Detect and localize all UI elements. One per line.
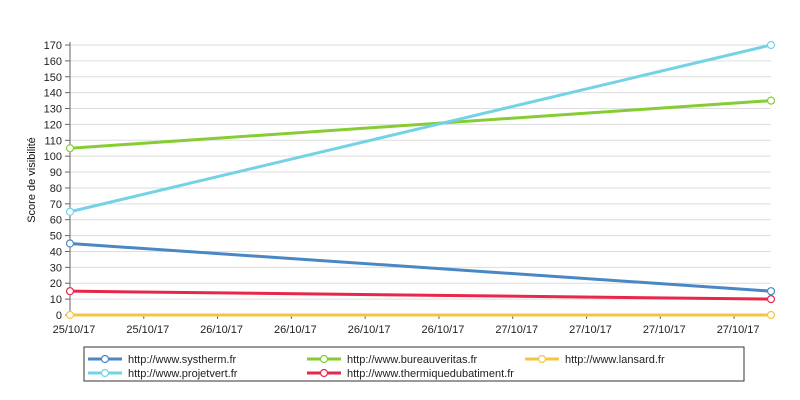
y-tick-label: 20 bbox=[50, 278, 62, 290]
series-line bbox=[69, 242, 772, 293]
x-tick-label: 27/10/17 bbox=[717, 324, 760, 336]
x-tick-label: 26/10/17 bbox=[274, 324, 317, 336]
series-lines bbox=[65, 40, 776, 320]
y-tick-label: 100 bbox=[44, 151, 62, 163]
data-point bbox=[65, 310, 75, 320]
grid-lines bbox=[70, 44, 771, 300]
x-tick-label: 26/10/17 bbox=[422, 324, 465, 336]
x-tick-label: 27/10/17 bbox=[495, 324, 538, 336]
legend-label: http://www.thermiquedubatiment.fr bbox=[347, 368, 514, 380]
y-tick-label: 70 bbox=[50, 199, 62, 211]
y-tick-label: 60 bbox=[50, 215, 62, 227]
legend-marker bbox=[537, 354, 547, 364]
y-tick-label: 160 bbox=[44, 56, 62, 68]
x-tick-label: 26/10/17 bbox=[348, 324, 391, 336]
y-tick-label: 50 bbox=[50, 231, 62, 243]
y-tick-label: 10 bbox=[50, 294, 62, 306]
legend-marker bbox=[100, 354, 110, 364]
x-tick-label: 27/10/17 bbox=[569, 324, 612, 336]
legend: http://www.systherm.fr http://www.bureauv… bbox=[83, 346, 745, 382]
series-line bbox=[69, 99, 772, 150]
data-point bbox=[766, 96, 776, 105]
x-tick-label: 25/10/17 bbox=[126, 324, 169, 336]
y-tick-label: 90 bbox=[50, 167, 62, 179]
data-point bbox=[65, 207, 75, 216]
y-tick-label: 40 bbox=[50, 246, 62, 258]
y-tick-label: 150 bbox=[44, 72, 62, 84]
y-tick-label: 30 bbox=[50, 262, 62, 274]
legend-label: http://www.lansard.fr bbox=[565, 354, 665, 366]
x-tick-label: 26/10/17 bbox=[200, 324, 243, 336]
y-tick-label: 120 bbox=[44, 119, 62, 131]
y-tick-label: 130 bbox=[44, 104, 62, 116]
legend-marker bbox=[100, 368, 110, 378]
x-tick-label: 27/10/17 bbox=[643, 324, 686, 336]
data-point bbox=[766, 295, 776, 304]
y-tick-label: 110 bbox=[44, 135, 62, 147]
y-tick-label: 0 bbox=[56, 310, 62, 322]
data-point bbox=[65, 239, 75, 248]
data-point bbox=[766, 287, 776, 296]
series-line bbox=[69, 43, 772, 214]
data-point bbox=[65, 287, 75, 296]
x-tick-label: 25/10/17 bbox=[53, 324, 96, 336]
y-axis-title: Score de visibilité bbox=[26, 137, 38, 223]
legend-marker bbox=[319, 354, 329, 364]
legend-marker bbox=[319, 368, 329, 378]
legend-label: http://www.bureauveritas.fr bbox=[347, 354, 478, 366]
y-tick-label: 80 bbox=[50, 183, 62, 195]
y-tick-label: 140 bbox=[44, 88, 62, 100]
legend-box bbox=[83, 346, 745, 382]
data-point bbox=[766, 40, 776, 50]
y-tick-label: 170 bbox=[44, 40, 62, 52]
legend-label: http://www.projetvert.fr bbox=[128, 368, 238, 380]
data-point bbox=[766, 310, 776, 320]
data-point bbox=[65, 144, 75, 153]
legend-label: http://www.systherm.fr bbox=[128, 354, 237, 366]
series-line bbox=[69, 289, 772, 301]
